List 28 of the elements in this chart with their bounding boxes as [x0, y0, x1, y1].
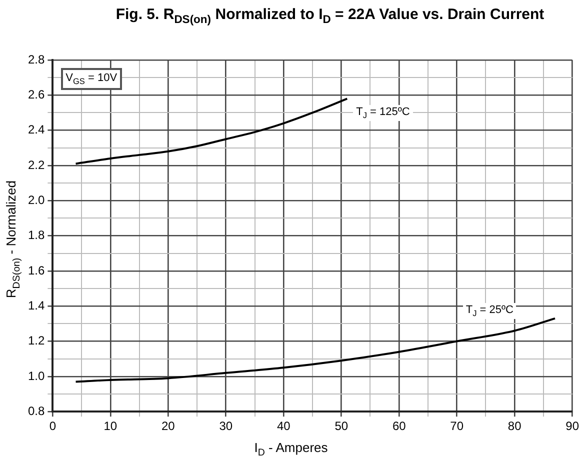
chart-title: Fig. 5. R$_{DS(on)}$ Normalized to I$_{D}$ = 22A Value vs. Drain Current [114, 5, 546, 28]
y-tick-label: 0.8 [28, 404, 45, 418]
x-tick-label: 40 [276, 419, 291, 434]
x-tick-label: 0 [49, 419, 56, 434]
y-tick-label: 1.6 [28, 263, 45, 278]
line-series [74, 98, 348, 165]
x-tick-label: 10 [104, 419, 118, 434]
x-axis-title: I$_{D}$ - Amperes [253, 440, 329, 459]
y-tick-label: 2.8 [28, 52, 45, 66]
series-label: T$_{J}$ = 125ºC [353, 104, 413, 121]
x-tick-label: 80 [508, 419, 522, 434]
x-tick-label: 20 [161, 419, 176, 434]
line-series [74, 317, 556, 383]
x-tick-label: 90 [566, 419, 580, 434]
y-tick-label: 1.8 [28, 228, 45, 242]
x-tick-label: 50 [334, 419, 348, 434]
y-tick-label: 1.4 [28, 298, 45, 312]
annotation: V$_{GS}$ = 10V [60, 68, 122, 90]
series-label: T$_{J}$ = 25ºC [462, 303, 516, 320]
x-tick-label: 30 [219, 419, 233, 434]
y-tick-label: 1.0 [28, 368, 45, 383]
y-tick-label: 1.2 [28, 334, 45, 348]
x-tick-label: 60 [392, 419, 406, 434]
y-tick-label: 2.4 [28, 122, 45, 137]
y-tick-label: 2.0 [28, 192, 45, 207]
y-tick-label: 2.2 [28, 158, 45, 172]
y-tick-label: 2.6 [28, 87, 45, 102]
x-tick-label: 70 [450, 419, 464, 434]
